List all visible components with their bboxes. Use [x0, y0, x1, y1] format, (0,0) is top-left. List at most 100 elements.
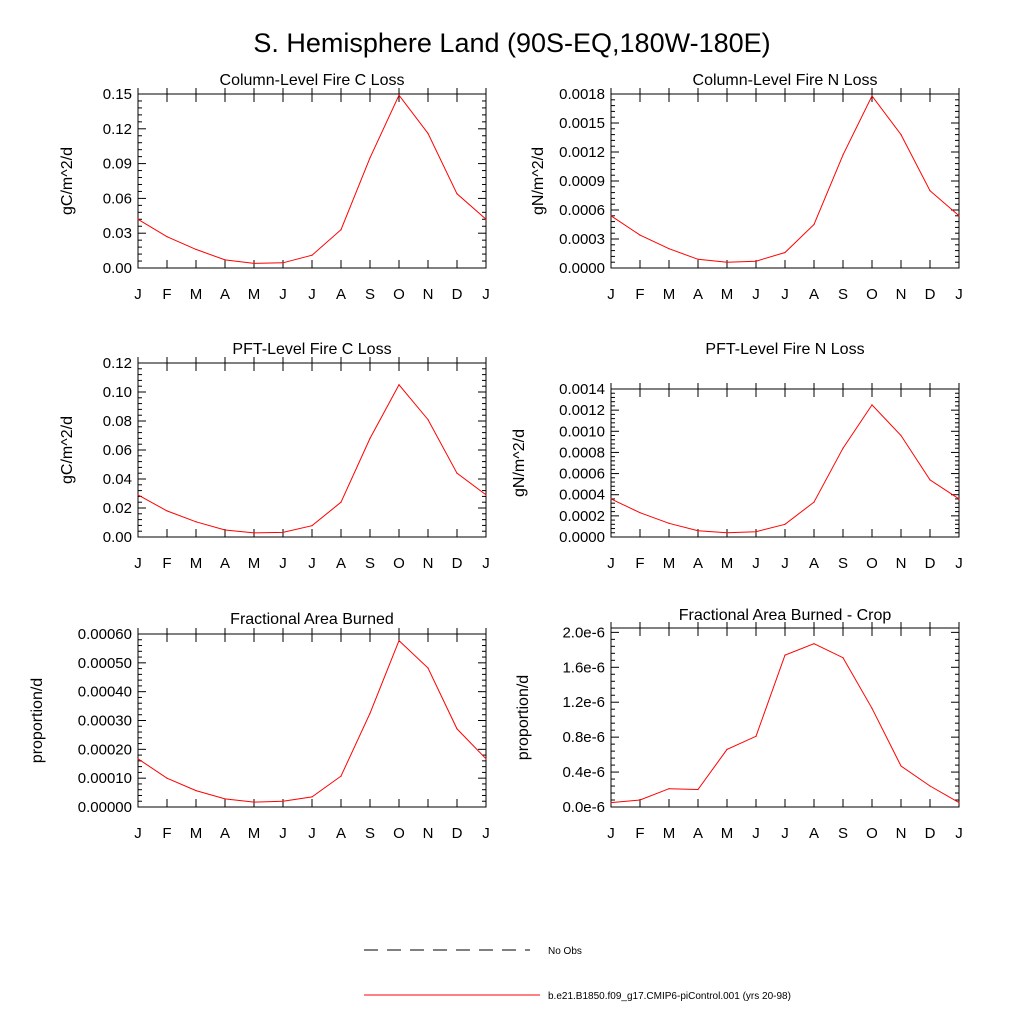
data-point — [697, 258, 699, 260]
x-tick-label: J — [607, 555, 615, 572]
y-tick-label: 0.0002 — [559, 508, 605, 525]
data-point — [842, 657, 844, 659]
y-tick-label: 0.0010 — [559, 423, 605, 440]
y-tick-label: 0.0003 — [559, 231, 605, 248]
plot-frame — [137, 362, 487, 538]
data-point — [456, 728, 458, 730]
x-tick-label: A — [336, 825, 346, 842]
x-tick-label: J — [134, 286, 142, 303]
x-tick-label: F — [162, 555, 171, 572]
x-tick-label: D — [452, 825, 463, 842]
data-point — [958, 802, 960, 804]
x-tick-label: J — [279, 286, 287, 303]
x-tick-label: J — [781, 825, 789, 842]
data-point — [610, 802, 612, 804]
y-tick-label: 0.10 — [103, 384, 132, 401]
data-point — [668, 522, 670, 524]
y-tick-label: 0.8e-6 — [562, 729, 605, 746]
x-tick-label: D — [925, 555, 936, 572]
data-point — [311, 525, 313, 527]
data-point — [195, 248, 197, 251]
data-point — [340, 229, 342, 231]
data-point — [282, 800, 284, 802]
x-tick-label: J — [279, 555, 287, 572]
data-point — [639, 512, 641, 514]
x-tick-label: O — [866, 825, 878, 842]
x-tick-label: A — [220, 286, 230, 303]
chart-title: Fractional Area Burned - Crop — [679, 607, 892, 624]
y-axis-label: gC/m^2/d — [59, 147, 76, 215]
x-tick-label: F — [635, 825, 644, 842]
data-point — [639, 799, 641, 801]
data-point — [137, 758, 139, 760]
y-axis-label: gC/m^2/d — [59, 416, 76, 484]
data-point — [166, 510, 168, 512]
data-point — [726, 748, 728, 750]
y-tick-label: 0.09 — [103, 156, 132, 173]
y-tick-label: 0.4e-6 — [562, 764, 605, 781]
plot-frame — [610, 93, 960, 269]
data-point — [784, 251, 786, 254]
y-axis-label: gN/m^2/d — [511, 429, 528, 497]
data-point — [610, 498, 612, 500]
data-point — [166, 236, 168, 238]
y-tick-label: 0.0006 — [559, 202, 605, 219]
y-tick-label: 0.00 — [103, 529, 132, 546]
x-tick-label: A — [693, 825, 703, 842]
x-tick-label: A — [693, 286, 703, 303]
data-point — [929, 785, 931, 787]
y-tick-label: 0.00020 — [78, 741, 132, 758]
data-point — [610, 215, 612, 217]
page-title: S. Hemisphere Land (90S-EQ,180W-180E) — [253, 28, 770, 58]
x-tick-label: J — [308, 286, 316, 303]
data-point — [813, 501, 815, 503]
x-tick-label: J — [482, 555, 490, 572]
data-point — [398, 640, 400, 642]
legend: No Obs b.e21.B1850.f09_g17.CMIP6-piContr… — [364, 946, 791, 1002]
data-point — [369, 157, 371, 159]
x-tick-label: J — [607, 825, 615, 842]
data-point — [668, 788, 670, 790]
y-tick-label: 0.15 — [103, 86, 132, 103]
data-point — [253, 262, 255, 264]
data-point — [427, 667, 429, 669]
y-tick-label: 0.06 — [103, 442, 132, 459]
data-point — [929, 479, 931, 481]
x-tick-label: J — [308, 555, 316, 572]
y-tick-label: 0.0e-6 — [562, 799, 605, 816]
x-tick-label: N — [423, 825, 434, 842]
x-tick-label: M — [663, 825, 676, 842]
series-line — [137, 94, 487, 264]
y-tick-label: 0.00040 — [78, 684, 132, 701]
x-tick-label: S — [365, 286, 375, 303]
y-tick-label: 0.00030 — [78, 713, 132, 730]
x-tick-label: M — [190, 555, 203, 572]
x-tick-label: D — [452, 286, 463, 303]
data-point — [456, 193, 458, 195]
data-point — [195, 521, 197, 523]
x-tick-label: J — [134, 555, 142, 572]
y-tick-label: 0.0012 — [559, 402, 605, 419]
y-tick-label: 0.12 — [103, 355, 132, 372]
data-point — [485, 494, 487, 496]
data-point — [282, 531, 284, 533]
y-axis-label: gN/m^2/d — [530, 147, 547, 215]
data-point — [697, 530, 699, 532]
data-point — [369, 712, 371, 714]
x-tick-label: S — [838, 825, 848, 842]
x-tick-label: N — [896, 555, 907, 572]
y-tick-label: 0.00 — [103, 260, 132, 277]
y-tick-label: 1.6e-6 — [562, 659, 605, 676]
data-point — [340, 501, 342, 503]
chart-title: Fractional Area Burned — [230, 611, 394, 628]
x-tick-label: J — [781, 286, 789, 303]
x-tick-label: J — [955, 825, 963, 842]
y-axis-label: proportion/d — [515, 675, 532, 760]
data-point — [398, 94, 400, 96]
x-tick-label: M — [190, 825, 203, 842]
x-tick-label: S — [365, 825, 375, 842]
x-tick-label: M — [248, 825, 261, 842]
x-tick-label: F — [162, 825, 171, 842]
x-tick-label: M — [663, 286, 676, 303]
